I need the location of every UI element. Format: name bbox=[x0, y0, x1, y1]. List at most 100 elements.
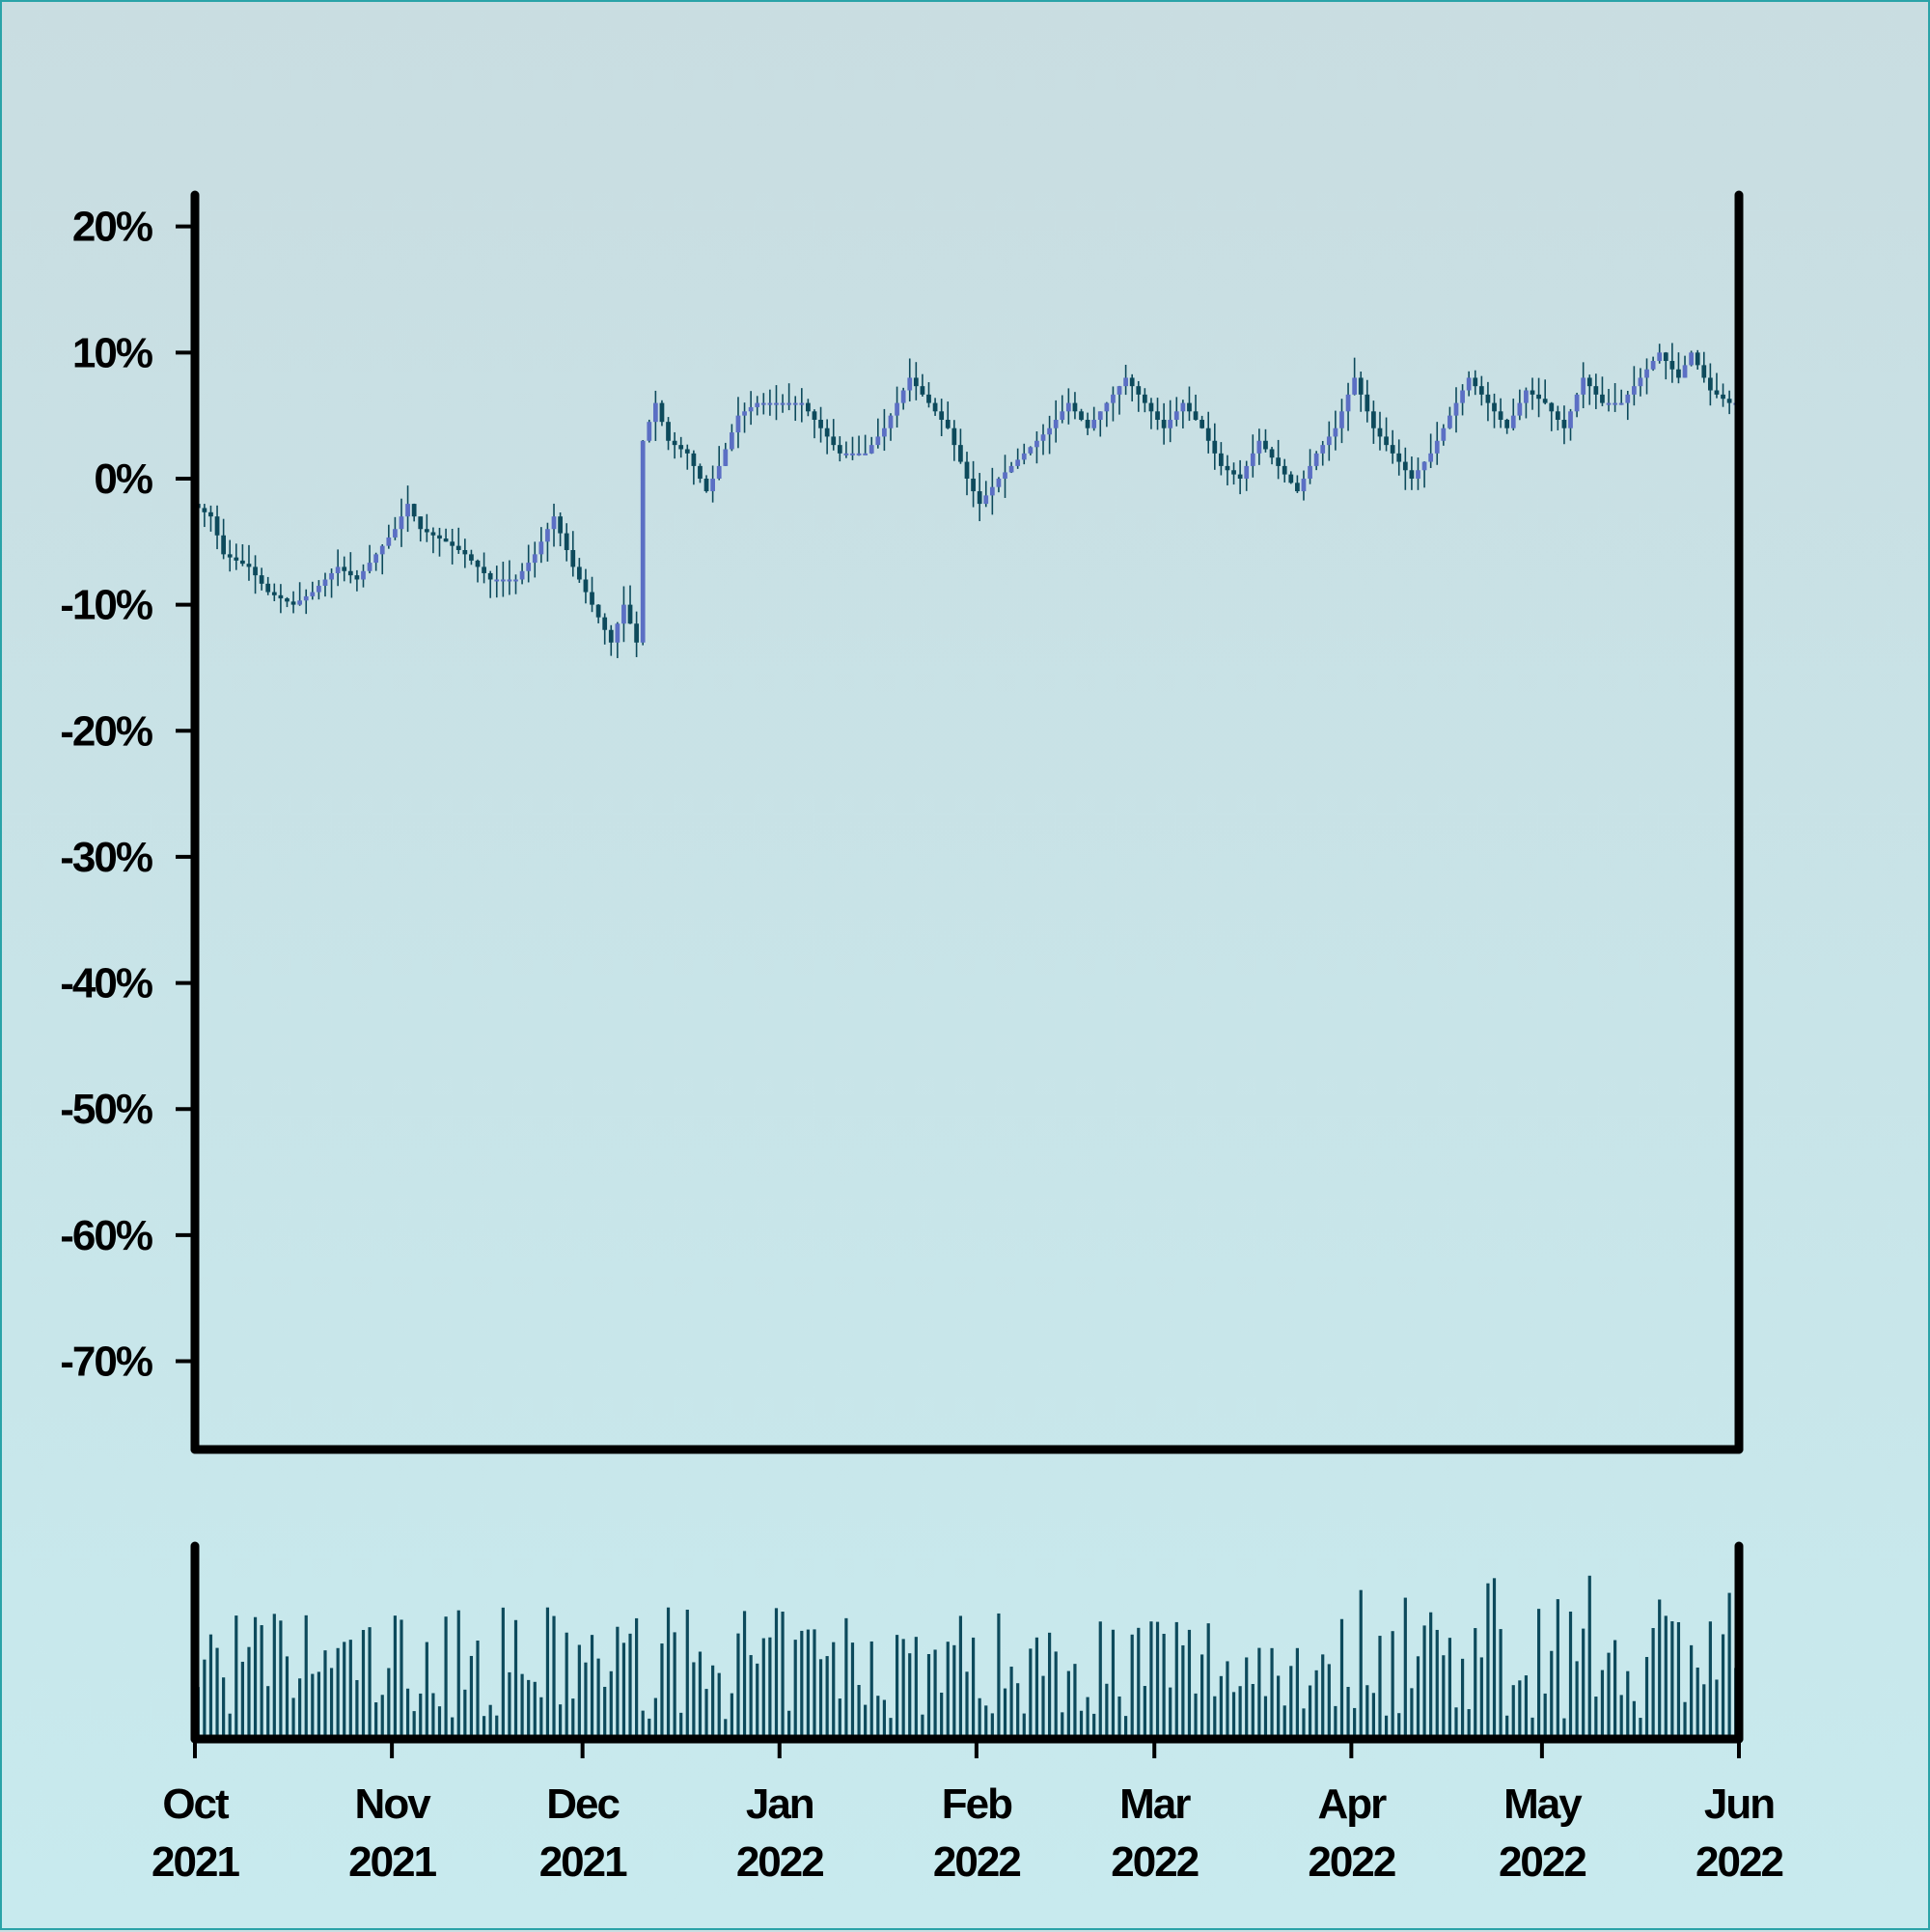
candle-body bbox=[1421, 461, 1427, 471]
candle-body bbox=[583, 579, 589, 593]
candle-body bbox=[1390, 445, 1395, 454]
volume-bar bbox=[1003, 1688, 1007, 1739]
volume-bar bbox=[1683, 1701, 1687, 1739]
volume-bar bbox=[240, 1661, 244, 1739]
candle-body bbox=[570, 550, 576, 567]
candle-body bbox=[1320, 445, 1326, 454]
volume-bar bbox=[940, 1692, 944, 1739]
volume-bar bbox=[1251, 1683, 1254, 1739]
candle-body bbox=[1111, 394, 1116, 403]
candle-body bbox=[424, 529, 429, 533]
candle-body bbox=[920, 386, 925, 395]
y-tick-label: -40% bbox=[60, 960, 152, 1007]
candle-body bbox=[780, 402, 786, 405]
candle-body bbox=[1129, 377, 1135, 387]
volume-bar bbox=[990, 1713, 994, 1739]
candle-body bbox=[405, 504, 410, 517]
volume-bar bbox=[405, 1688, 410, 1739]
volume-bar bbox=[1219, 1675, 1223, 1739]
volume-bar bbox=[584, 1662, 588, 1739]
volume-bar bbox=[1676, 1621, 1681, 1739]
x-tick-label-month: Jan bbox=[746, 1780, 813, 1828]
candle-body bbox=[971, 478, 976, 492]
volume-bar bbox=[1009, 1667, 1013, 1739]
candle-body bbox=[317, 586, 321, 593]
x-tick-label-year: 2022 bbox=[1696, 1838, 1782, 1886]
candle-body bbox=[386, 537, 392, 546]
volume-bar bbox=[1321, 1654, 1325, 1739]
volume-bar bbox=[838, 1698, 841, 1739]
candle-body bbox=[792, 402, 798, 405]
candle-body bbox=[1352, 377, 1358, 395]
x-tick-label-month: Feb bbox=[942, 1780, 1012, 1828]
volume-bar bbox=[882, 1699, 887, 1739]
candle-body bbox=[411, 504, 417, 517]
candle-body bbox=[551, 516, 557, 530]
candle-body bbox=[595, 604, 601, 618]
volume-bar bbox=[291, 1697, 295, 1739]
candle-body bbox=[1123, 377, 1128, 387]
candle-body bbox=[545, 529, 550, 542]
candle-body bbox=[1173, 411, 1179, 420]
candle-body bbox=[615, 623, 620, 643]
volume-bar bbox=[456, 1610, 460, 1739]
volume-bar bbox=[527, 1679, 531, 1739]
volume-bar bbox=[1410, 1688, 1414, 1739]
candle-body bbox=[1244, 465, 1250, 479]
volume-bar bbox=[323, 1650, 327, 1739]
candle-body bbox=[1256, 440, 1262, 454]
volume-bar bbox=[451, 1717, 455, 1739]
x-tick-label-month: May bbox=[1503, 1780, 1583, 1828]
volume-bar bbox=[343, 1642, 346, 1739]
candle-body bbox=[1714, 390, 1720, 395]
candle-body bbox=[208, 511, 213, 517]
candle-body bbox=[1295, 483, 1300, 492]
volume-bar bbox=[781, 1612, 785, 1739]
volume-bar bbox=[501, 1607, 505, 1739]
candle-body bbox=[1638, 377, 1643, 387]
candle-body bbox=[1003, 472, 1007, 479]
volume-bar bbox=[1130, 1634, 1134, 1739]
volume-bar bbox=[1708, 1621, 1712, 1739]
volume-bar bbox=[952, 1644, 956, 1739]
candle-body bbox=[863, 453, 868, 455]
candle-body bbox=[1212, 440, 1218, 454]
candle-body bbox=[367, 563, 372, 571]
candle-body bbox=[824, 428, 830, 437]
candle-body bbox=[786, 402, 792, 405]
candle-body bbox=[214, 516, 220, 536]
candle-body bbox=[1371, 411, 1376, 428]
volume-bar bbox=[1263, 1696, 1268, 1739]
candle-body bbox=[1485, 394, 1491, 403]
candle-body bbox=[310, 592, 316, 596]
candle-body bbox=[837, 445, 842, 454]
volume-bar bbox=[685, 1609, 689, 1739]
volume-bar bbox=[1359, 1589, 1363, 1739]
candle-body bbox=[1205, 428, 1211, 441]
candle-body bbox=[1040, 434, 1046, 441]
candle-body bbox=[354, 575, 360, 580]
volume-bar bbox=[711, 1665, 715, 1739]
volume-bar bbox=[247, 1646, 251, 1739]
volume-bar bbox=[1384, 1715, 1389, 1739]
candle-body bbox=[259, 575, 264, 584]
candle-body bbox=[1085, 419, 1090, 428]
candle-body bbox=[951, 428, 957, 446]
volume-bar bbox=[1213, 1696, 1217, 1739]
candle-body bbox=[1193, 411, 1199, 420]
x-tick-label-year: 2022 bbox=[1308, 1838, 1394, 1886]
candle-body bbox=[730, 432, 734, 450]
volume-bar bbox=[1582, 1628, 1585, 1739]
volume-bar bbox=[1169, 1687, 1172, 1739]
candle-body bbox=[1701, 365, 1707, 378]
volume-bar bbox=[368, 1627, 372, 1739]
candle-body bbox=[1015, 459, 1021, 466]
candle-body bbox=[806, 402, 811, 412]
volume-bar bbox=[921, 1714, 924, 1739]
volume-bar bbox=[997, 1613, 1001, 1739]
volume-bar bbox=[482, 1716, 486, 1739]
candle-body bbox=[1448, 415, 1452, 428]
candle-body bbox=[1237, 474, 1243, 479]
volume-bar bbox=[908, 1653, 912, 1739]
candle-body bbox=[1574, 394, 1580, 412]
